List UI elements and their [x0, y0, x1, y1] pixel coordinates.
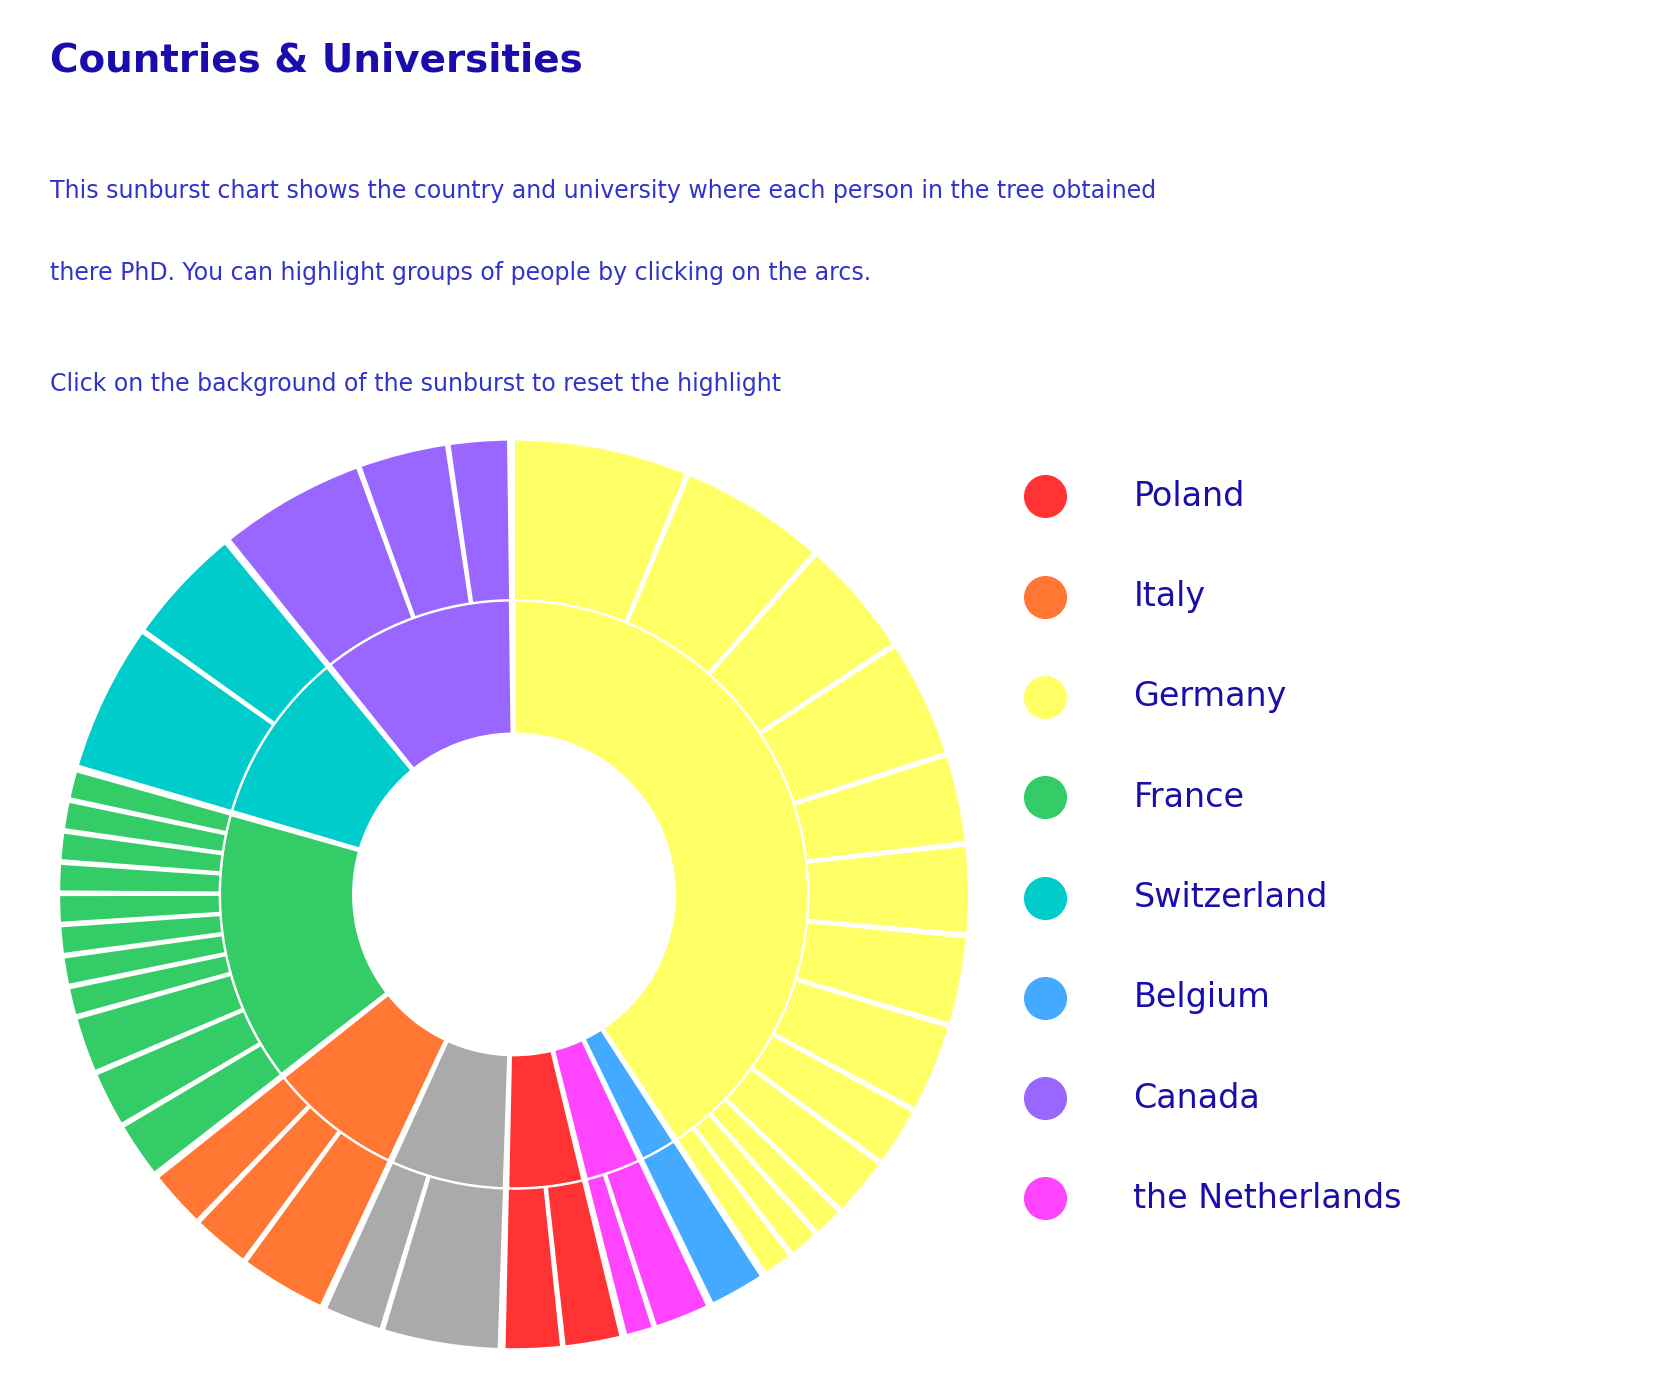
- Bar: [96, 1011, 260, 1124]
- Bar: [726, 1069, 880, 1210]
- Bar: [514, 600, 809, 1139]
- Point: [1031, 987, 1057, 1009]
- Point: [1031, 886, 1057, 908]
- Bar: [709, 555, 893, 732]
- Bar: [805, 846, 968, 934]
- Bar: [330, 600, 512, 769]
- Bar: [229, 468, 413, 665]
- Bar: [547, 1181, 620, 1346]
- Point: [1031, 786, 1057, 808]
- Bar: [643, 1142, 761, 1303]
- Bar: [711, 1099, 838, 1233]
- Bar: [144, 544, 326, 724]
- Bar: [123, 1044, 282, 1172]
- Point: [1031, 586, 1057, 608]
- Bar: [795, 922, 966, 1024]
- Point: [1031, 1187, 1057, 1210]
- Bar: [247, 1132, 389, 1306]
- Text: Italy: Italy: [1133, 581, 1205, 614]
- Bar: [63, 936, 225, 985]
- Bar: [626, 475, 814, 673]
- Polygon shape: [353, 733, 674, 1055]
- Point: [1031, 486, 1057, 508]
- Bar: [507, 1050, 583, 1189]
- Bar: [676, 1128, 789, 1273]
- Bar: [606, 1161, 708, 1326]
- Bar: [553, 1040, 638, 1179]
- Text: Countries & Universities: Countries & Universities: [50, 41, 582, 80]
- Text: there PhD. You can highlight groups of people by clicking on the arcs.: there PhD. You can highlight groups of p…: [50, 261, 870, 285]
- Point: [1031, 685, 1057, 707]
- Bar: [60, 894, 220, 923]
- Bar: [219, 815, 386, 1075]
- Text: Click on the background of the sunburst to reset the highlight: Click on the background of the sunburst …: [50, 372, 780, 395]
- Bar: [70, 772, 230, 832]
- Bar: [761, 647, 946, 802]
- Bar: [76, 976, 242, 1071]
- Bar: [157, 1077, 308, 1221]
- Bar: [326, 1163, 428, 1329]
- Bar: [199, 1106, 338, 1260]
- Bar: [232, 667, 411, 849]
- Text: the Netherlands: the Netherlands: [1133, 1182, 1402, 1215]
- Bar: [60, 864, 220, 893]
- Bar: [752, 1035, 913, 1161]
- Bar: [384, 1176, 504, 1348]
- Bar: [774, 981, 948, 1109]
- Bar: [449, 439, 510, 603]
- Bar: [393, 1040, 509, 1189]
- Text: Poland: Poland: [1133, 480, 1244, 513]
- Text: Canada: Canada: [1133, 1082, 1259, 1115]
- Text: This sunburst chart shows the country and university where each person in the tr: This sunburst chart shows the country an…: [50, 179, 1155, 202]
- Text: Belgium: Belgium: [1133, 981, 1269, 1014]
- Bar: [78, 633, 273, 810]
- Bar: [587, 1175, 653, 1335]
- Bar: [583, 1029, 673, 1159]
- Point: [1031, 1087, 1057, 1109]
- Bar: [283, 995, 446, 1161]
- Text: Germany: Germany: [1133, 680, 1286, 713]
- Bar: [70, 955, 230, 1015]
- Bar: [60, 915, 222, 954]
- Bar: [504, 1187, 560, 1350]
- Bar: [65, 802, 225, 852]
- Bar: [694, 1115, 815, 1254]
- Text: France: France: [1133, 780, 1244, 813]
- Bar: [794, 755, 966, 860]
- Text: Switzerland: Switzerland: [1133, 881, 1327, 914]
- Bar: [60, 832, 222, 872]
- Bar: [514, 439, 686, 622]
- Bar: [360, 444, 469, 618]
